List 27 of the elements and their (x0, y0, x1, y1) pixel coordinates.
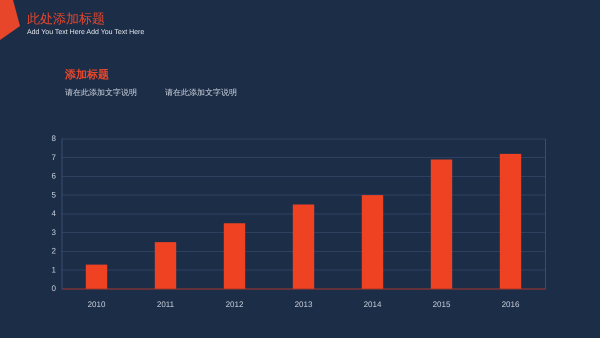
x-tick-label: 2012 (226, 300, 244, 310)
y-tick-label: 3 (52, 228, 57, 237)
x-tick-label: 2010 (88, 300, 106, 310)
chart-title: 此处添加标题 (27, 10, 105, 28)
y-tick-label: 7 (52, 152, 57, 162)
bar (362, 195, 384, 288)
bar (86, 264, 108, 288)
bar (292, 204, 314, 288)
text: 请在此添加文字说明 (165, 87, 237, 98)
y-tick-label: 0 (52, 284, 57, 294)
y-tick-label: 2 (52, 246, 57, 256)
x-tick-label: 2016 (502, 300, 520, 310)
x-tick-label: 2011 (156, 300, 175, 310)
x-tick-label: 2015 (432, 300, 451, 310)
x-tick-label: 2013 (294, 300, 313, 310)
y-tick-label: 4 (52, 209, 57, 218)
bar (154, 242, 176, 288)
bar (500, 154, 522, 288)
y-tick-label: 6 (52, 172, 57, 181)
bar (224, 223, 246, 288)
y-tick-label: 5 (52, 190, 57, 200)
x-tick-label: 2014 (364, 300, 382, 310)
y-tick-label: 8 (52, 134, 57, 144)
y-tick-label: 1 (52, 265, 57, 274)
text: 请在此添加文字说明 (65, 87, 137, 98)
text: 添加标题 (65, 68, 109, 82)
bar (430, 159, 452, 288)
